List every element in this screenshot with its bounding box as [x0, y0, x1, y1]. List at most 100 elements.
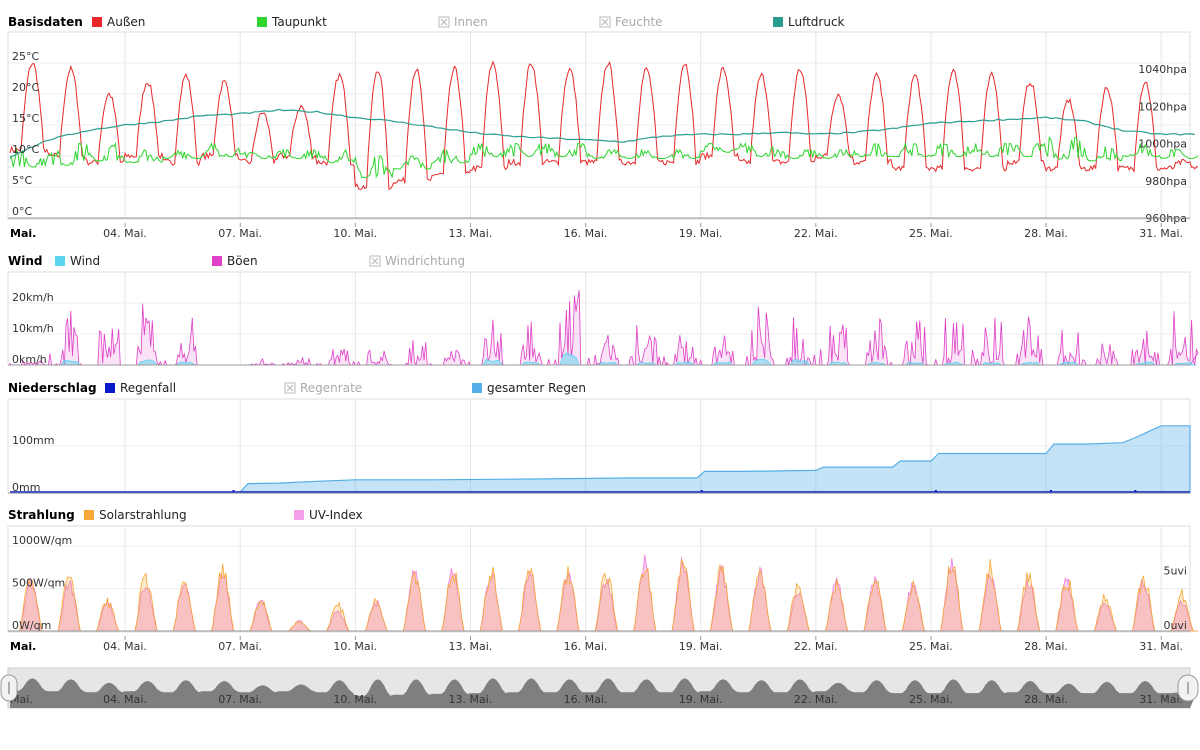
- niederschlag-panel: Niederschlag Regenfall Regenrate gesamter …: [7, 381, 1191, 494]
- regenfall-bar-1: [700, 490, 703, 493]
- navigator-tick-10: 31. Mai.: [1139, 693, 1183, 706]
- basisdaten-ytick-right-2: 1000hpa: [1138, 138, 1187, 151]
- strahlung-xtick-tick-4: 13. Mai.: [448, 640, 492, 653]
- legend-windrichtung: Windrichtung: [385, 254, 465, 268]
- wind-ytick-1: 10km/h: [12, 322, 54, 335]
- basisdaten-ytick-right-1: 980hpa: [1145, 175, 1187, 188]
- niederschlag-legend: Regenfall Regenrate gesamter Regen: [105, 381, 586, 395]
- navigator-tick-7: 22. Mai.: [794, 693, 838, 706]
- basisdaten-xtick-tick-7: 22. Mai.: [794, 227, 838, 240]
- basisdaten-ytick-right-4: 1040hpa: [1138, 63, 1187, 76]
- legend-solarstrahlung-swatch: [84, 510, 94, 520]
- wind-ytick-0: 0km/h: [12, 353, 47, 366]
- basisdaten-ytick-right-3: 1020hpa: [1138, 100, 1187, 113]
- legend-windrichtung-swatch: [369, 255, 381, 267]
- wind-legend: Wind Böen Windrichtung: [55, 254, 465, 268]
- strahlung-ytick-left-1: 500W/qm: [12, 577, 65, 590]
- navigator-tick-9: 28. Mai.: [1024, 693, 1068, 706]
- legend-regenrate-swatch-cross: [286, 384, 294, 392]
- series-solarstrahlung-area: [10, 558, 1198, 632]
- legend-aussen-swatch: [92, 17, 102, 27]
- wind-title: Wind: [8, 254, 42, 268]
- series-aussen-line: [9, 60, 1199, 190]
- strahlung-xtick-tick-7: 22. Mai.: [794, 640, 838, 653]
- legend-feuchte: Feuchte: [615, 15, 663, 29]
- basisdaten-panel: Basisdaten Außen Taupunkt Innen Feuchte Luft…: [7, 15, 1199, 240]
- legend-wind-swatch: [55, 256, 65, 266]
- basisdaten-xtick-tick-8: 25. Mai.: [909, 227, 953, 240]
- regenfall-bar-3: [1049, 490, 1052, 493]
- strahlung-panel: Strahlung Solarstrahlung UV-Index 0W/qm 50…: [7, 508, 1198, 653]
- strahlung-xtick-tick-3: 10. Mai.: [333, 640, 377, 653]
- navigator-tick-6: 19. Mai.: [679, 693, 723, 706]
- niederschlag-ytick-0: 0mm: [12, 481, 40, 494]
- legend-luftdruck: Luftdruck: [788, 15, 845, 29]
- basisdaten-ytick-left-2: 10°C: [12, 143, 39, 156]
- navigator[interactable]: Mai. 04. Mai. 07. Mai. 10. Mai. 13. Mai. 16. …: [0, 667, 1199, 709]
- strahlung-xtick-tick-1: 04. Mai.: [103, 640, 147, 653]
- legend-regenfall-swatch: [105, 383, 115, 393]
- strahlung-xtick-tick-2: 07. Mai.: [218, 640, 262, 653]
- navigator-tick-4: 13. Mai.: [448, 693, 492, 706]
- navigator-tick-5: 16. Mai.: [564, 693, 608, 706]
- legend-innen-swatch: [438, 16, 450, 28]
- basisdaten-legend: Außen Taupunkt Innen Feuchte Luftdruck: [92, 15, 845, 29]
- strahlung-xtick-tick-10: 31. Mai.: [1139, 640, 1183, 653]
- basisdaten-xtick-tick-0: Mai.: [10, 227, 36, 240]
- regenfall-bar-2: [934, 490, 937, 493]
- legend-uv-index: UV-Index: [309, 508, 363, 522]
- navigator-tick-1: 04. Mai.: [103, 693, 147, 706]
- basisdaten-xtick-tick-10: 31. Mai.: [1139, 227, 1183, 240]
- strahlung-xtick-tick-5: 16. Mai.: [564, 640, 608, 653]
- basisdaten-xtick-tick-9: 28. Mai.: [1024, 227, 1068, 240]
- wind-panel: Wind Wind Böen Windrichtung 0km/h 10km/h 20k…: [7, 254, 1199, 367]
- basisdaten-xtick-tick-3: 10. Mai.: [333, 227, 377, 240]
- legend-innen: Innen: [454, 15, 488, 29]
- strahlung-xtick-tick-8: 25. Mai.: [909, 640, 953, 653]
- basisdaten-xtick-tick-6: 19. Mai.: [679, 227, 723, 240]
- legend-uv-index-swatch: [294, 510, 304, 520]
- legend-innen-swatch-cross: [440, 18, 448, 26]
- strahlung-xtick-tick-9: 28. Mai.: [1024, 640, 1068, 653]
- legend-taupunkt-swatch: [257, 17, 267, 27]
- legend-gesamter-regen: gesamter Regen: [487, 381, 586, 395]
- strahlung-title: Strahlung: [8, 508, 75, 522]
- legend-solarstrahlung: Solarstrahlung: [99, 508, 187, 522]
- strahlung-xtick-tick-6: 19. Mai.: [679, 640, 723, 653]
- wind-ytick-2: 20km/h: [12, 291, 54, 304]
- navigator-right-handle[interactable]: [1177, 674, 1199, 702]
- series-boeen-area: [9, 290, 1199, 367]
- series-luftdruck-line: [9, 108, 1195, 158]
- navigator-left-handle[interactable]: [0, 674, 18, 702]
- strahlung-xtick-tick-0: Mai.: [10, 640, 36, 653]
- navigator-tick-3: 10. Mai.: [333, 693, 377, 706]
- basisdaten-xtick-tick-4: 13. Mai.: [448, 227, 492, 240]
- strahlung-ytick-right-1: 5uvi: [1163, 564, 1187, 577]
- strahlung-plot-area: [7, 525, 1191, 633]
- legend-wind: Wind: [70, 254, 100, 268]
- niederschlag-title: Niederschlag: [8, 381, 97, 395]
- regenfall-bar-0: [232, 490, 235, 493]
- legend-aussen: Außen: [107, 15, 145, 29]
- strahlung-ytick-left-0: 0W/qm: [12, 619, 51, 632]
- legend-boeen: Böen: [227, 254, 258, 268]
- legend-windrichtung-swatch-cross: [371, 257, 379, 265]
- basisdaten-xtick-tick-2: 07. Mai.: [218, 227, 262, 240]
- basisdaten-ytick-left-3: 15°C: [12, 112, 39, 125]
- regenfall-bar-4: [1134, 490, 1137, 493]
- strahlung-legend: Solarstrahlung UV-Index: [84, 508, 363, 522]
- basisdaten-ytick-left-5: 25°C: [12, 50, 39, 63]
- wind-plot-area: [7, 271, 1191, 366]
- navigator-tick-2: 07. Mai.: [218, 693, 262, 706]
- navigator-tick-8: 25. Mai.: [909, 693, 953, 706]
- basisdaten-ytick-left-4: 20°C: [12, 81, 39, 94]
- series-gesamter-regen-area: [10, 425, 1191, 494]
- legend-regenrate: Regenrate: [300, 381, 362, 395]
- legend-boeen-swatch: [212, 256, 222, 266]
- legend-taupunkt: Taupunkt: [271, 15, 327, 29]
- basisdaten-ytick-left-1: 5°C: [12, 174, 32, 187]
- legend-regenfall: Regenfall: [120, 381, 176, 395]
- niederschlag-ytick-1: 100mm: [12, 434, 54, 447]
- legend-feuchte-swatch: [599, 16, 611, 28]
